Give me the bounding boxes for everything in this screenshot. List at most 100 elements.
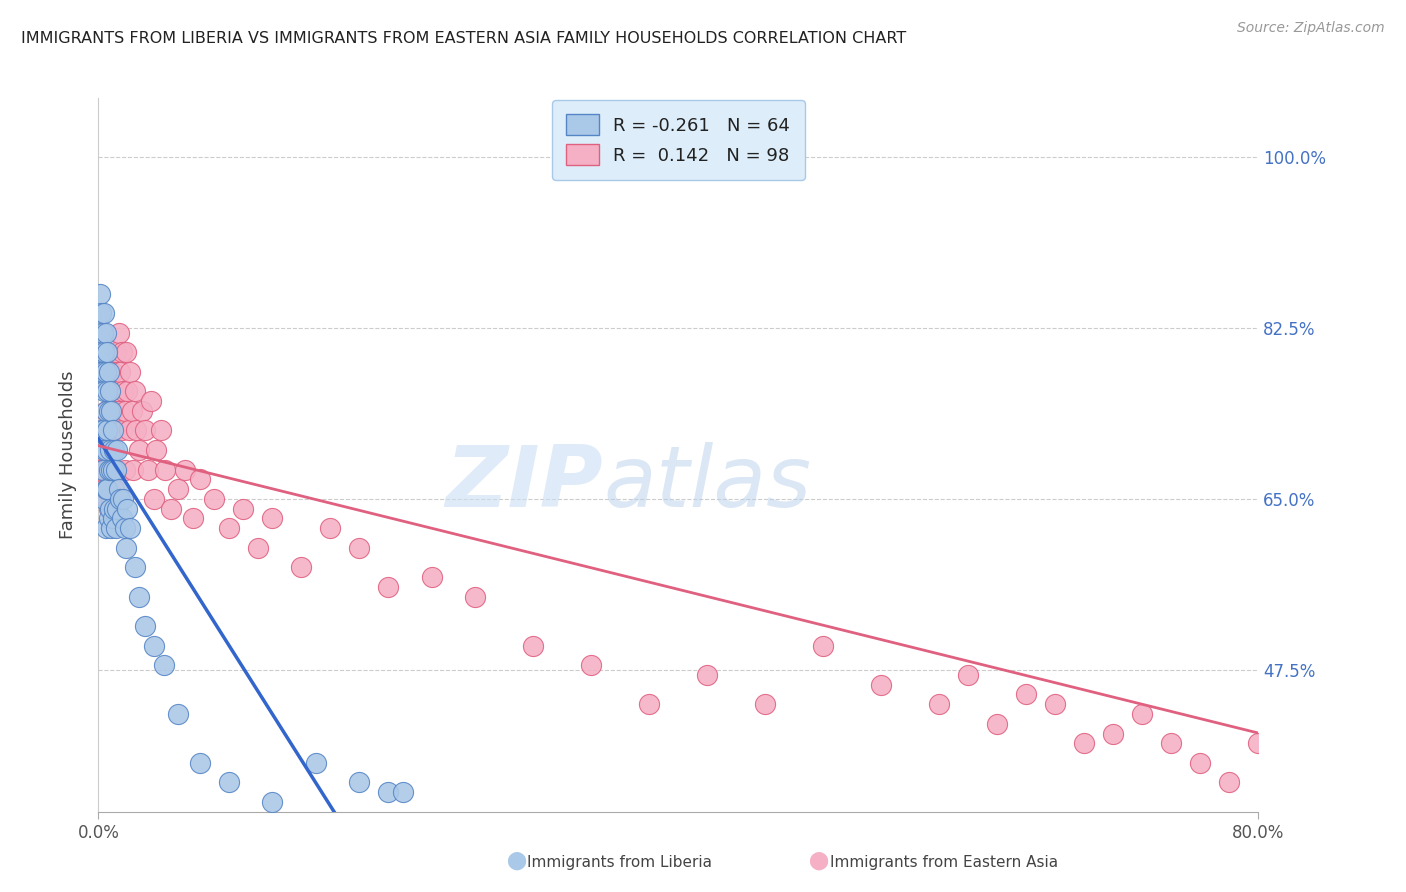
Point [117,384,139,399]
Point [928,697,950,711]
Point [392,785,415,799]
Point [581,658,603,673]
Y-axis label: Family Households: Family Households [59,371,77,539]
Point [111,511,132,525]
Point [96,491,118,506]
Point [105,443,128,458]
Point [134,619,156,633]
Text: IMMIGRANTS FROM LIBERIA VS IMMIGRANTS FROM EASTERN ASIA FAMILY HOUSEHOLDS CORREL: IMMIGRANTS FROM LIBERIA VS IMMIGRANTS FR… [21,31,907,46]
Point [93,482,115,496]
Point [104,462,127,476]
Point [349,541,371,555]
Point [128,590,150,604]
Point [107,404,129,418]
Point [103,482,125,496]
Point [118,424,141,438]
Point [1334,756,1357,770]
Point [97,462,120,476]
Point [97,443,120,458]
Point [262,511,284,525]
Point [986,716,1008,731]
Point [101,424,124,438]
Point [218,775,240,789]
Point [107,482,129,496]
Point [696,668,718,682]
Point [1291,716,1313,731]
Point [174,462,197,476]
Point [112,491,135,506]
Point [94,521,117,535]
Point [957,668,980,682]
Point [167,706,190,721]
Point [142,491,165,506]
Point [1160,736,1182,750]
Point [94,365,117,379]
Point [128,443,150,458]
Point [105,501,128,516]
Point [91,424,114,438]
Point [121,404,143,418]
Point [101,511,124,525]
Point [89,365,111,379]
Point [1102,726,1125,740]
Point [1045,697,1067,711]
Point [117,501,139,516]
Point [813,639,835,653]
Point [100,462,122,476]
Point [290,560,312,574]
Point [111,345,132,359]
Point [1015,687,1038,701]
Point [97,501,120,516]
Point [114,462,136,476]
Point [111,424,132,438]
Point [204,491,226,506]
Point [1320,736,1343,750]
Point [114,521,136,535]
Point [104,424,127,438]
Point [120,365,142,379]
Point [377,580,399,594]
Point [218,521,240,535]
Point [1348,785,1371,799]
Point [98,384,121,399]
Text: ⬤: ⬤ [808,851,828,870]
Point [114,404,136,418]
Text: ⬤: ⬤ [506,851,526,870]
Point [1189,756,1212,770]
Point [420,570,443,584]
Point [103,443,125,458]
Point [153,462,176,476]
Point [90,306,112,320]
Point [96,424,118,438]
Text: atlas: atlas [603,442,811,525]
Point [94,462,117,476]
Point [97,365,120,379]
Point [91,365,114,379]
Point [108,491,131,506]
Point [94,482,117,496]
Point [124,560,146,574]
Point [1277,785,1299,799]
Point [89,286,111,301]
Point [101,365,124,379]
Point [93,345,115,359]
Point [91,326,114,340]
Point [94,404,117,418]
Point [246,541,269,555]
Point [94,404,117,418]
Point [108,365,131,379]
Point [96,384,118,399]
Point [98,462,121,476]
Point [94,326,117,340]
Point [100,424,122,438]
Point [93,491,115,506]
Point [105,384,128,399]
Text: Immigrants from Liberia: Immigrants from Liberia [527,855,713,870]
Point [1247,736,1270,750]
Point [1073,736,1095,750]
Point [1218,775,1240,789]
Point [1305,765,1327,780]
Point [122,462,145,476]
Point [93,306,115,320]
Point [105,462,128,476]
